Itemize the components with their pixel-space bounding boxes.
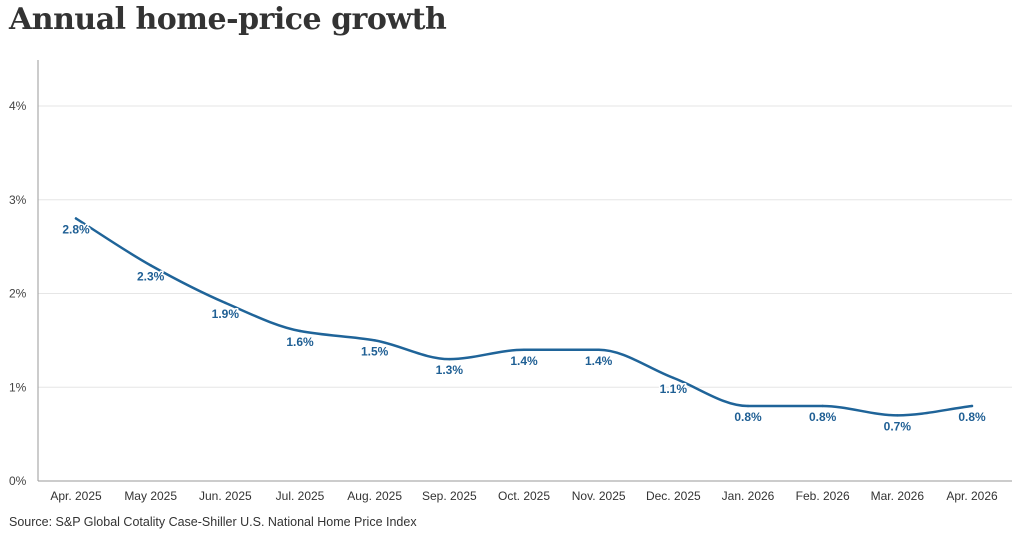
data-point xyxy=(672,376,675,380)
data-label: 1.4% xyxy=(510,354,538,368)
data-point xyxy=(896,414,899,417)
x-tick-label: Sep. 2025 xyxy=(422,489,477,503)
source-note: Source: S&P Global Cotality Case-Shiller… xyxy=(9,515,417,529)
data-point xyxy=(74,217,78,220)
data-point xyxy=(522,348,526,351)
data-point xyxy=(448,357,451,361)
axes xyxy=(37,60,1012,482)
data-label: 0.8% xyxy=(734,410,762,424)
data-label: 2.8% xyxy=(62,223,90,237)
data-label: 1.1% xyxy=(660,382,688,396)
y-tick-label: 3% xyxy=(9,193,27,207)
data-point xyxy=(149,264,152,267)
data-point xyxy=(821,404,824,408)
y-tick-label: 4% xyxy=(9,99,27,113)
data-label: 1.3% xyxy=(436,363,464,377)
x-tick-label: Apr. 2026 xyxy=(946,489,998,503)
data-point xyxy=(970,404,974,408)
x-tick-label: Nov. 2025 xyxy=(572,489,626,503)
series-line-layer xyxy=(74,217,974,417)
x-tick-label: Aug. 2025 xyxy=(347,489,402,503)
data-point xyxy=(597,348,600,351)
data-label: 1.9% xyxy=(212,307,240,321)
data-label: 0.8% xyxy=(809,410,837,424)
x-tick-label: Apr. 2025 xyxy=(50,489,102,503)
data-point xyxy=(298,329,302,333)
chart-title: Annual home-price growth xyxy=(9,2,447,37)
data-point xyxy=(224,301,227,305)
y-tick-label: 0% xyxy=(9,474,27,488)
data-label: 2.3% xyxy=(137,269,165,283)
data-point xyxy=(373,339,376,342)
x-tick-label: Jan. 2026 xyxy=(722,489,775,503)
y-axis-ticks: 0% 1% 2% 3% 4% xyxy=(9,99,27,488)
x-tick-label: Dec. 2025 xyxy=(646,489,701,503)
y-tick-label: 1% xyxy=(9,380,27,394)
x-tick-label: Feb. 2026 xyxy=(796,489,850,503)
y-tick-label: 2% xyxy=(9,287,27,301)
data-label: 0.7% xyxy=(884,419,912,433)
x-tick-label: Jul. 2025 xyxy=(276,489,325,503)
x-tick-label: Mar. 2026 xyxy=(871,489,925,503)
data-labels: 2.8% 2.3% 1.9% 1.6% 1.5% 1.3% 1.4% 1.4% 1.1% 0.8%… xyxy=(61,221,988,435)
x-tick-label: May 2025 xyxy=(124,489,177,503)
data-label: 1.4% xyxy=(585,354,613,368)
series-line xyxy=(74,217,974,417)
x-tick-label: Jun. 2025 xyxy=(199,489,252,503)
x-tick-label: Oct. 2025 xyxy=(498,489,550,503)
gridlines xyxy=(38,105,1012,388)
data-label: 0.8% xyxy=(958,410,986,424)
data-label: 1.6% xyxy=(286,335,314,349)
data-point xyxy=(746,404,750,408)
x-axis-ticks: Apr. 2025 May 2025 Jun. 2025 Jul. 2025 Aug. … xyxy=(50,489,998,503)
data-label: 1.5% xyxy=(361,344,389,358)
